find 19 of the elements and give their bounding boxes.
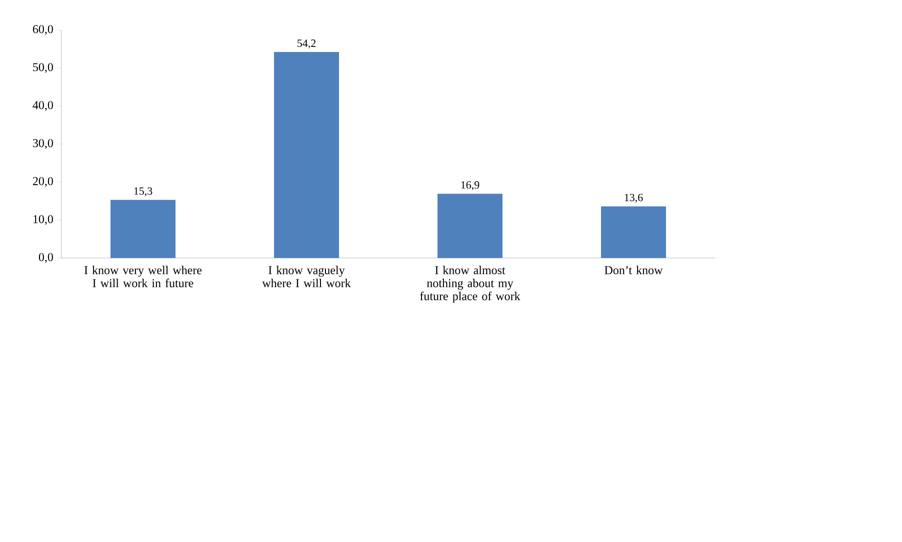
y-tick-label: 30,0: [33, 139, 53, 149]
x-tick-label: Don’t know: [604, 266, 663, 274]
y-tick-label: 0,0: [38, 253, 53, 263]
y-tick-label: 60,0: [32, 25, 53, 35]
x-tick-label: I know almost nothing about my future place of work: [420, 266, 520, 303]
data-label: 15,3: [134, 187, 152, 196]
bar: [274, 52, 339, 258]
bar: [110, 200, 176, 258]
bar: [601, 206, 666, 258]
bar: [438, 194, 502, 258]
y-tick-label: 40,0: [32, 101, 53, 111]
x-tick-label: I know vaguely where I will work: [262, 266, 351, 288]
x-tick-label: I know very well where I will work in future: [84, 266, 202, 288]
y-tick-label: 10,0: [34, 215, 53, 225]
data-label: 13,6: [624, 194, 643, 203]
data-label: 54,2: [298, 40, 316, 49]
y-tick-label: 20,0: [32, 177, 53, 187]
y-tick-label: 50,0: [33, 63, 53, 73]
data-label: 16,9: [461, 181, 480, 190]
